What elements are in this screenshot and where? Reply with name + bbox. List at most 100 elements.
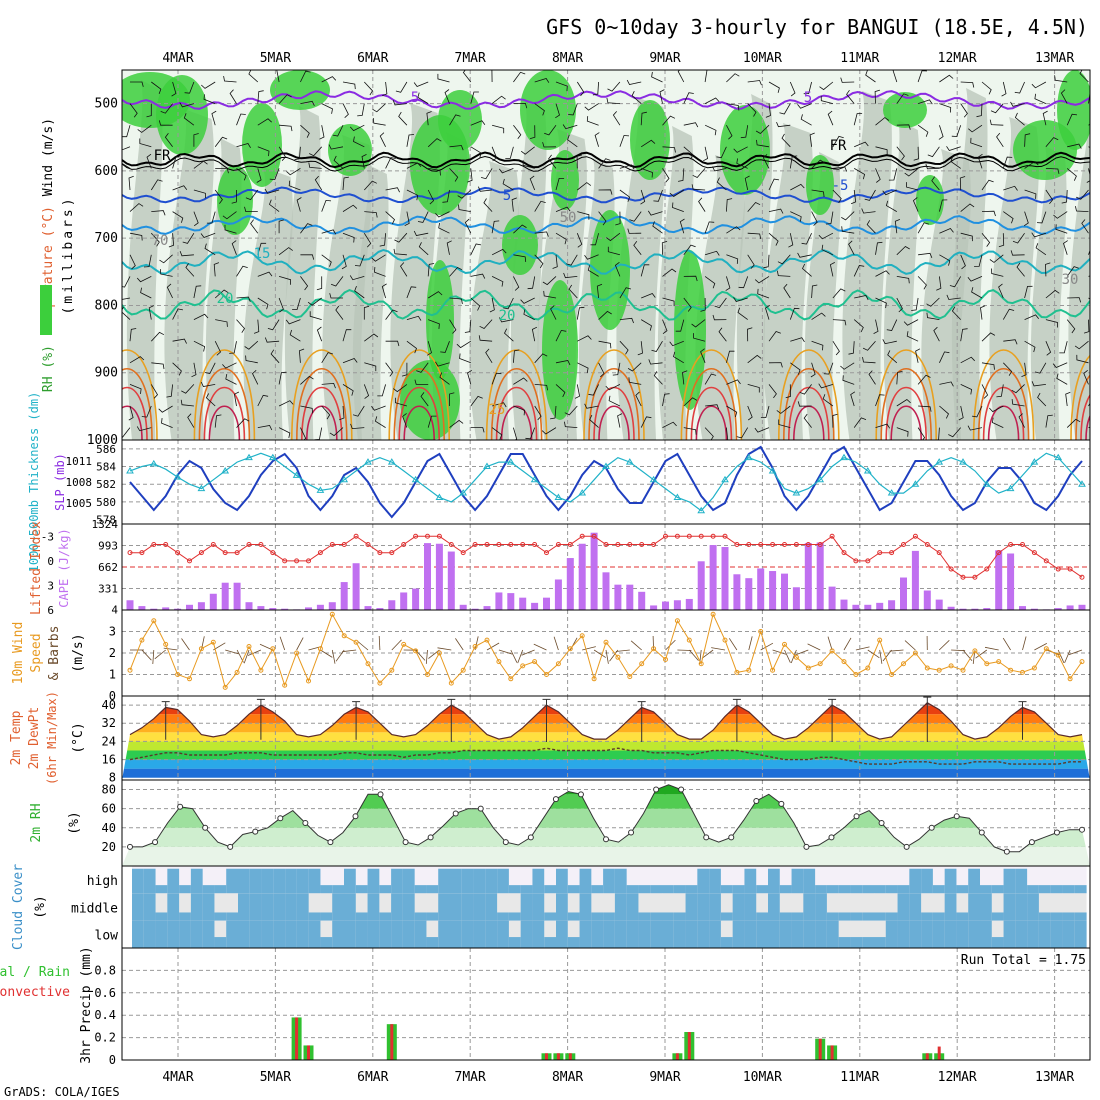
wind-barb xyxy=(504,328,514,342)
cloud-cell xyxy=(132,868,145,894)
cape-bar xyxy=(971,608,979,610)
wind-barb xyxy=(948,427,962,438)
cloud-cell xyxy=(709,920,722,948)
gray-plume xyxy=(164,109,214,440)
warm-contour xyxy=(685,367,738,440)
rh-blob xyxy=(328,124,372,176)
rh-blob xyxy=(270,70,330,110)
wind-marker xyxy=(222,684,228,690)
wind-barb xyxy=(224,224,237,234)
thickness-marker xyxy=(292,471,301,478)
cloud-cell xyxy=(638,920,651,948)
li-marker xyxy=(258,541,264,547)
wind-barb xyxy=(491,124,505,134)
wind-barb xyxy=(555,103,560,119)
wind-barb xyxy=(128,405,134,421)
wind-barb xyxy=(1034,362,1047,374)
cape-bar xyxy=(923,590,931,610)
warm-contour xyxy=(583,349,645,440)
wind-barb xyxy=(1018,413,1025,428)
temp-tick-16: 16 xyxy=(102,753,116,767)
lifted-index-line xyxy=(127,533,1085,580)
wind-barb xyxy=(435,361,450,367)
wind-barb xyxy=(300,375,314,385)
wind-barb xyxy=(653,371,663,385)
cloud-cell xyxy=(402,920,416,948)
wind-barb xyxy=(747,202,761,212)
minus5-contour xyxy=(122,90,1090,110)
cloud-cell xyxy=(367,893,380,921)
wind-barb xyxy=(789,307,800,320)
wind-barb xyxy=(513,102,528,109)
cape-bar xyxy=(209,593,217,610)
wind-barb xyxy=(154,649,166,660)
wind-barb xyxy=(1063,240,1068,255)
wind-barb xyxy=(479,319,493,329)
wind-barb xyxy=(832,166,848,172)
wind-barb xyxy=(491,220,500,234)
li-marker xyxy=(163,541,169,547)
cape-bar xyxy=(340,582,348,610)
wind-barb xyxy=(374,416,386,428)
wind-barb xyxy=(1055,224,1068,234)
li-marker xyxy=(1079,574,1085,580)
wind-barb xyxy=(1075,206,1089,212)
wind-barb xyxy=(827,636,833,651)
cloud-cell xyxy=(320,937,333,948)
cape-bar xyxy=(519,597,527,610)
wind-barb xyxy=(296,637,304,651)
wind-speed-line xyxy=(129,612,1083,689)
rh-marker xyxy=(803,843,810,850)
li-marker xyxy=(139,550,145,556)
wind-barb xyxy=(332,125,344,137)
li-marker xyxy=(532,541,538,547)
wind-barb xyxy=(222,362,237,369)
wind-tick-1: 1 xyxy=(109,668,116,682)
wind-barb xyxy=(193,160,208,169)
wind-barb xyxy=(640,264,650,277)
wind-marker xyxy=(329,611,335,617)
cloud-cell xyxy=(567,912,581,921)
wind-barb xyxy=(339,405,345,421)
wind-barb xyxy=(248,70,259,83)
wind-barb xyxy=(563,272,578,279)
wind-barb xyxy=(911,297,919,311)
thickness-tick-580: 580 xyxy=(96,496,116,509)
wind-barb xyxy=(933,326,940,342)
wind-barb xyxy=(825,211,834,225)
cloud-cell xyxy=(850,937,863,948)
wind-barb xyxy=(442,189,450,203)
wind-barb xyxy=(414,379,429,385)
wind-barb xyxy=(555,81,568,92)
wind-barb xyxy=(437,647,452,651)
wind-barb xyxy=(446,240,452,255)
cloud-cell xyxy=(544,937,557,948)
wind-barb xyxy=(172,338,187,344)
wind-marker xyxy=(187,676,192,682)
wind-barb xyxy=(152,649,155,665)
cape-bar xyxy=(435,543,443,610)
cloud-cell xyxy=(238,920,251,948)
wind-barb xyxy=(718,327,727,342)
warm-contour xyxy=(301,386,343,440)
thickness-ylabel: 1000~500mb Thickness (dm) xyxy=(27,392,41,573)
wind-barb xyxy=(470,243,482,255)
wind-barb xyxy=(996,132,1004,148)
wind-barb xyxy=(398,111,408,126)
slp-thickness-lines xyxy=(126,445,1086,519)
cloud-cell xyxy=(980,885,993,894)
wind-barb xyxy=(875,241,883,255)
wind-barb xyxy=(498,168,514,174)
cape-bar xyxy=(281,608,289,610)
cloud-cell xyxy=(673,920,687,948)
cloud-cell xyxy=(897,920,910,948)
wind-barb xyxy=(894,219,901,234)
wind-marker xyxy=(877,637,883,643)
wind-barb xyxy=(975,649,988,659)
cloud-cell xyxy=(285,920,298,948)
thickness-marker xyxy=(126,466,134,474)
rh-marker xyxy=(402,839,409,846)
wind-barb xyxy=(904,640,916,651)
wind-barb xyxy=(172,362,182,376)
warm-contour xyxy=(778,349,840,440)
